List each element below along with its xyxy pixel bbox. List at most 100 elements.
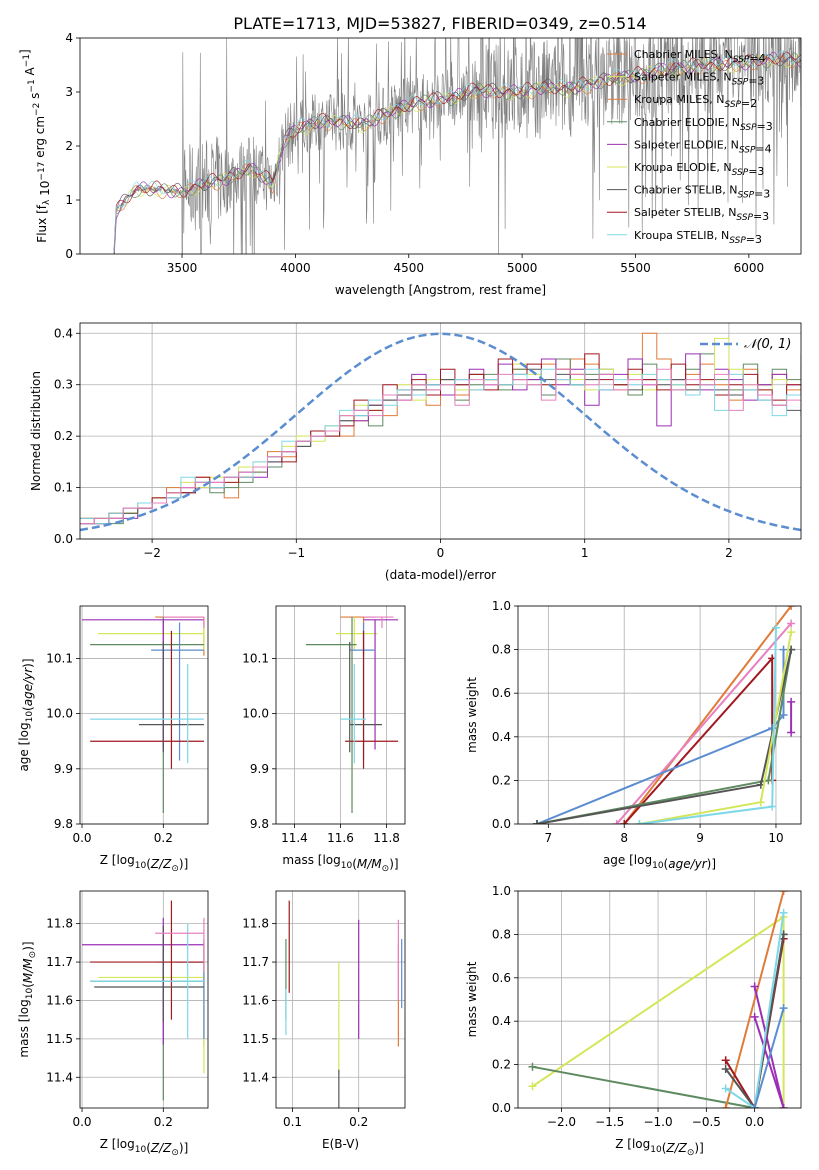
figure-title: PLATE=1713, MJD=53827, FIBERID=0349, z=0… <box>233 14 646 33</box>
y-tick-label: 9.8 <box>250 817 269 831</box>
x-tick-label: −0.5 <box>692 1115 721 1129</box>
mass-vs-metallicity-panel: 0.0 0.2 11.4 11.5 11.6 11.7 11.8 Z [log10(Z/Z⊙)… <box>17 890 209 1158</box>
plot-area <box>82 900 205 1101</box>
x-tick-label: 7 <box>545 831 553 845</box>
y-tick-label: 11.4 <box>242 1070 269 1084</box>
y-tick-label: 2 <box>65 139 73 153</box>
weight-point-marker <box>779 645 788 654</box>
x-tick-label: 4000 <box>280 261 311 275</box>
plot-area <box>528 891 788 1108</box>
x-tick-label: 0.2 <box>154 1115 173 1129</box>
y-tick-label: 11.7 <box>46 955 73 969</box>
weight-series-line <box>623 606 792 824</box>
y-tick-label: 11.6 <box>46 993 73 1007</box>
legend-label: Chabrier ELODIE, NSSP=3 <box>634 116 773 133</box>
legend-label: Salpeter STELIB, NSSP=3 <box>634 206 769 223</box>
y-tick-label: 0.1 <box>54 481 73 495</box>
weight-point-marker <box>528 1062 537 1071</box>
model-spectrum-line <box>114 51 801 254</box>
y-tick-label: 9.9 <box>250 762 269 776</box>
x-tick-label: 0 <box>437 546 445 560</box>
y-tick-label: 0.0 <box>492 817 511 831</box>
x-tick-label: 0.2 <box>154 831 173 845</box>
x-axis-label: Z [log10(Z/Z⊙)] <box>100 853 189 874</box>
weight-point-marker <box>764 776 773 785</box>
massweight-vs-metallicity-panel: −2.0 −1.5 −1.0 −0.5 0.0 0.0 0.2 0.4 0.6 0.8 1.0 Z [… <box>465 884 802 1158</box>
weight-point-marker <box>779 711 788 719</box>
axes-frame <box>79 890 209 1109</box>
legend: Chabrier MILES, NSSP=4 Salpeter MILES, NS… <box>607 48 773 246</box>
y-tick-label: 0.2 <box>54 429 73 443</box>
x-tick-label: −2.0 <box>547 1115 576 1129</box>
weight-point-marker <box>779 1004 788 1013</box>
weight-point-marker <box>532 820 541 824</box>
axes-frame <box>275 890 406 1109</box>
y-tick-label: 0.2 <box>492 1058 511 1072</box>
weight-point-marker <box>787 628 796 637</box>
x-tick-label: 11.8 <box>373 831 400 845</box>
weight-point-marker <box>612 820 621 824</box>
y-tick-label: 0.8 <box>492 927 511 941</box>
y-tick-label: 0.6 <box>492 971 511 985</box>
weight-point-marker <box>756 798 765 807</box>
y-tick-label: 10.0 <box>242 707 269 721</box>
weight-series-line <box>753 1007 785 1108</box>
x-tick-label: −1.5 <box>595 1115 624 1129</box>
plot-area <box>82 616 205 813</box>
weight-point-marker <box>620 820 629 824</box>
y-tick-label: 1.0 <box>492 884 511 898</box>
y-tick-label: 11.6 <box>242 993 269 1007</box>
weight-series-line <box>623 655 774 824</box>
axes-frame <box>79 322 802 540</box>
weight-point-marker <box>787 619 796 628</box>
x-tick-label: 9 <box>696 831 704 845</box>
weight-series-line <box>725 912 785 1108</box>
model-spectrum-line <box>113 50 801 252</box>
x-tick-label: 8 <box>620 831 628 845</box>
plot-area <box>113 38 801 254</box>
y-tick-label: 11.5 <box>46 1032 73 1046</box>
y-tick-label: 9.8 <box>54 817 73 831</box>
legend-label: Chabrier STELIB, NSSP=3 <box>634 184 770 201</box>
y-tick-label: 10.1 <box>242 651 269 665</box>
x-tick-label: 3500 <box>167 261 198 275</box>
legend-label: 𝒩(0, 1) <box>744 337 791 352</box>
plot-area <box>80 332 801 532</box>
y-axis-label: Normed distribution <box>29 371 43 491</box>
age-vs-metallicity-panel: 0.0 0.2 9.8 9.9 10.0 10.1 Z [log10(Z/Z⊙)] age [… <box>17 605 209 874</box>
axes-frame <box>517 605 802 825</box>
histogram-series <box>80 337 801 519</box>
y-axis-label: mass [log10(M/M⊙)] <box>17 941 38 1057</box>
x-axis-label: mass [log10(M/M⊙)] <box>282 853 398 874</box>
y-tick-label: 0.4 <box>492 1014 511 1028</box>
x-axis-label: (data-model)/error <box>385 568 496 582</box>
weight-point-marker <box>635 820 644 824</box>
weight-point-marker <box>721 1064 730 1073</box>
weight-point-marker <box>528 1082 537 1091</box>
x-tick-label: 11.6 <box>327 831 354 845</box>
y-axis-label: Flux [fλ 10−17 erg cm−2 s−1 A−1] <box>18 49 52 242</box>
weight-point-marker <box>721 1056 730 1065</box>
axes-frame <box>79 605 209 825</box>
x-tick-label: −2 <box>143 546 161 560</box>
x-tick-label: 5000 <box>507 261 538 275</box>
histogram-series <box>80 368 801 525</box>
legend-label: Salpeter ELODIE, NSSP=4 <box>634 138 772 155</box>
weight-series-line <box>724 891 785 1108</box>
x-axis-label: wavelength [Angstrom, rest frame] <box>335 283 546 297</box>
y-tick-label: 0.3 <box>54 378 73 392</box>
legend-label: Chabrier MILES, NSSP=4 <box>634 48 766 65</box>
y-tick-label: 4 <box>65 31 73 45</box>
x-tick-label: 0.0 <box>72 1115 91 1129</box>
model-spectrum-line <box>113 54 801 254</box>
y-tick-label: 0.0 <box>492 1101 511 1115</box>
y-tick-label: 1.0 <box>492 599 511 613</box>
x-tick-label: 5500 <box>620 261 651 275</box>
x-tick-label: 1 <box>581 546 589 560</box>
x-tick-label: 0.0 <box>745 1115 764 1129</box>
axes-frame <box>517 890 802 1109</box>
mass-vs-ebv-panel: 0.1 0.2 11.4 11.5 11.6 11.7 11.8 E(B-V) <box>242 890 406 1151</box>
y-tick-label: 0.0 <box>54 532 73 546</box>
y-tick-label: 11.7 <box>242 955 269 969</box>
